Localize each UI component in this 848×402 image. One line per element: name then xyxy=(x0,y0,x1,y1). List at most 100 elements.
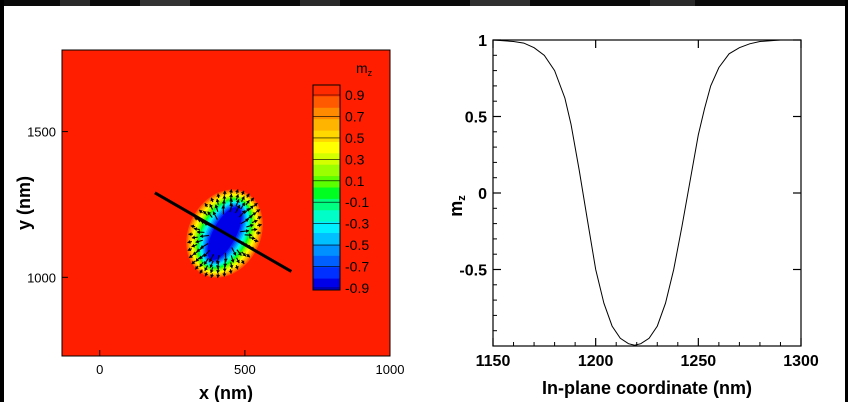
spin-arrow-head xyxy=(199,263,204,267)
profile-x-tick-label: 1300 xyxy=(783,353,819,370)
spin-arrow-head xyxy=(229,264,234,269)
spin-arrow-head xyxy=(204,272,209,277)
colorbar-level-label: -0.3 xyxy=(345,216,369,232)
spin-arrow-head xyxy=(200,234,204,239)
profile-axes: 1150 1200 1250 1300 -0.5 0 0.5 1 xyxy=(459,33,818,370)
spin-arrow-head xyxy=(196,248,201,252)
colorbar-swatch xyxy=(313,255,340,268)
spin-arrow-head xyxy=(222,190,227,194)
spin-arrow-head xyxy=(242,252,246,257)
spin-arrow-head xyxy=(204,203,209,207)
spin-arrow-head xyxy=(199,269,204,274)
profile-cut-line xyxy=(154,191,293,273)
spin-arrow-head xyxy=(216,193,221,197)
map-x-tick-label: 500 xyxy=(234,362,256,377)
spin-arrow-head xyxy=(236,205,241,209)
right-border xyxy=(845,0,848,402)
profile-x-tick-label: 1250 xyxy=(681,353,717,370)
mz-profile-line xyxy=(492,39,801,346)
left-border xyxy=(0,0,4,402)
colorbar-title: mz xyxy=(356,60,373,78)
spin-arrow-head xyxy=(216,269,221,274)
spin-arrow-head xyxy=(216,265,220,269)
colorbar-level-label: -0.7 xyxy=(345,259,369,275)
profile-y-tick-label: 0.5 xyxy=(465,110,487,127)
colorbar-level-label: 0.7 xyxy=(345,108,365,124)
profile-y-tick-label: -0.5 xyxy=(459,263,487,280)
colorbar-swatch xyxy=(313,119,340,131)
colorbar-level-label: -0.1 xyxy=(345,194,369,210)
spin-arrow-head xyxy=(209,258,213,263)
colorbar-swatch xyxy=(313,267,340,279)
spin-arrow-head xyxy=(214,204,219,209)
spin-arrow-head xyxy=(240,260,245,264)
map-y-tick-label: 1000 xyxy=(27,270,56,285)
spin-arrow-head xyxy=(236,259,240,264)
spin-arrow-head xyxy=(222,273,227,277)
spin-arrow-head xyxy=(207,211,212,216)
spin-arrow-head xyxy=(258,223,262,228)
spin-arrow-head xyxy=(257,216,262,220)
spin-arrow-head xyxy=(209,269,214,273)
spin-arrow-head xyxy=(221,200,226,204)
spin-arrow-head xyxy=(245,208,250,212)
spin-arrow-head xyxy=(229,193,233,198)
spin-arrow-head xyxy=(232,251,237,256)
spin-arrow-head xyxy=(195,239,200,244)
spin-arrow-head xyxy=(229,198,234,202)
spin-arrow-head xyxy=(199,255,204,260)
spin-arrow-head xyxy=(245,193,250,198)
colorbar-swatch xyxy=(313,176,340,188)
colorbar: 0.9 0.7 0.5 0.3 0.1 -0.1 -0.3 -0.5 -0.7 -0.9 xyxy=(312,84,369,296)
spin-arrow-head xyxy=(250,197,254,202)
colorbar-swatch xyxy=(313,244,340,257)
colorbar-swatch xyxy=(313,164,340,177)
colorbar-swatch xyxy=(313,130,340,143)
colorbar-swatch xyxy=(313,198,340,211)
colorbar-swatch xyxy=(313,210,340,222)
spin-arrow-head xyxy=(199,209,203,214)
colorbar-swatch xyxy=(313,107,340,120)
profile-x-tick-label: 1150 xyxy=(476,353,511,370)
spin-arrows xyxy=(187,189,262,279)
spin-arrow-head xyxy=(245,218,249,223)
spin-arrow-head xyxy=(241,196,245,200)
spin-arrow-head xyxy=(245,229,250,234)
spin-arrow-head xyxy=(210,197,215,202)
spin-arrow-head xyxy=(191,243,196,248)
profile-x-axis-label: In-plane coordinate (nm) xyxy=(542,378,752,398)
map-y-tick-label: 1500 xyxy=(27,125,56,140)
spin-arrow-head xyxy=(191,260,196,265)
colorbar-level-label: -0.9 xyxy=(345,280,369,296)
spin-arrow-head xyxy=(203,210,207,215)
map-axes: 0 500 1000 1000 1500 xyxy=(27,125,404,377)
spin-arrow-head xyxy=(257,230,261,235)
colorbar-swatch xyxy=(313,233,340,245)
spin-arrow-head xyxy=(241,202,245,207)
colorbar-swatch xyxy=(313,278,340,291)
spin-arrow-head xyxy=(195,265,199,270)
screen-top-strip xyxy=(0,0,848,6)
spin-arrow-head xyxy=(188,232,192,237)
colorbar-swatch xyxy=(313,85,340,97)
spin-arrow-head xyxy=(235,189,239,193)
colorbar-level-label: 0.1 xyxy=(345,173,365,189)
profile-y-axis-label: mz xyxy=(446,195,468,217)
spin-arrow-head xyxy=(222,268,227,272)
spin-arrow-head xyxy=(200,244,205,249)
spin-arrow-head xyxy=(196,230,201,235)
spin-arrow-head xyxy=(212,211,217,216)
colorbar-swatch xyxy=(313,141,340,154)
spin-arrow-head xyxy=(229,189,233,193)
spin-arrow-head xyxy=(249,205,254,210)
profile-y-tick-label: 0 xyxy=(478,186,487,203)
map-y-axis-label: y (nm) xyxy=(14,176,34,230)
spin-arrow-head xyxy=(254,238,259,243)
map-x-tick-label: 1000 xyxy=(376,362,405,377)
spin-arrow-head xyxy=(189,254,193,258)
spin-arrow-head xyxy=(252,212,257,216)
colorbar-level-label: 0.5 xyxy=(345,130,365,146)
spin-arrow-head xyxy=(187,247,192,252)
